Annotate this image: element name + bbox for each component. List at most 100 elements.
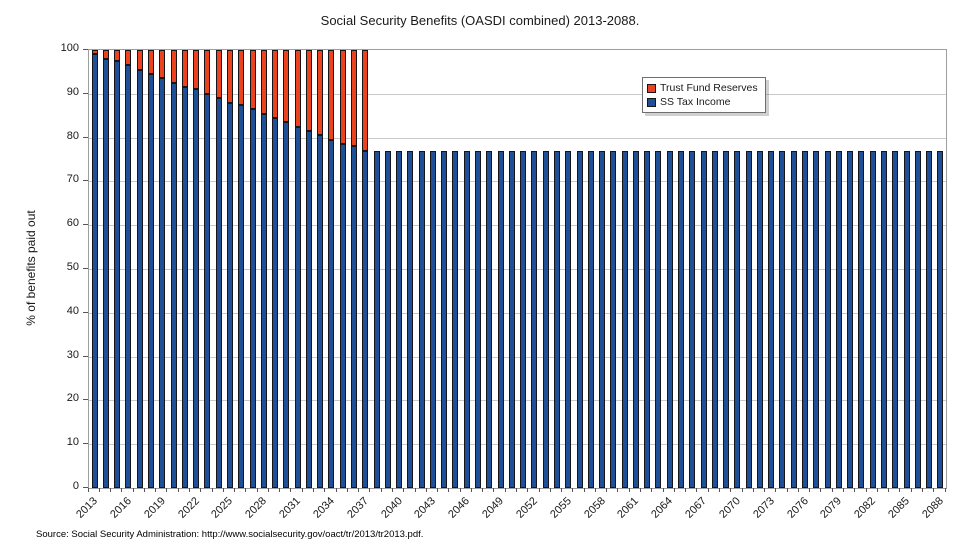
x-axis-tick — [369, 488, 371, 492]
bar-ss-tax-income — [655, 150, 662, 488]
bar-ss-tax-income — [283, 122, 290, 488]
bar-ss-tax-income — [869, 150, 876, 488]
x-axis-tick — [177, 488, 179, 492]
gridline — [89, 181, 946, 183]
y-axis-tick-label: 100 — [60, 42, 79, 54]
bar-ss-tax-income — [148, 74, 155, 488]
x-axis-tick-label: 2067 — [683, 495, 710, 521]
x-axis-tick — [324, 488, 326, 492]
x-axis-tick — [685, 488, 687, 492]
bar-ss-tax-income — [272, 117, 279, 488]
x-axis-tick — [267, 488, 269, 492]
x-axis-tick-label: 2085 — [886, 495, 913, 521]
x-axis-tick — [132, 488, 134, 492]
x-axis-tick — [222, 488, 224, 492]
bar-ss-tax-income — [497, 150, 504, 488]
x-axis-tick-label: 2055 — [547, 495, 574, 521]
bar-ss-tax-income — [305, 131, 312, 488]
bar-ss-tax-income — [102, 58, 109, 488]
bar-ss-tax-income — [441, 150, 448, 488]
x-axis-tick — [448, 488, 450, 492]
bar-ss-tax-income — [610, 150, 617, 488]
x-axis-tick — [764, 488, 766, 492]
x-axis-tick — [741, 488, 743, 492]
bar-ss-tax-income — [542, 150, 549, 488]
gridline — [89, 93, 946, 95]
y-axis-tick — [83, 49, 88, 50]
x-axis-tick — [628, 488, 630, 492]
bar-trust-fund-reserves — [260, 50, 267, 114]
gridline — [89, 312, 946, 314]
x-axis-tick — [606, 488, 608, 492]
bar-ss-tax-income — [294, 126, 301, 488]
bar-ss-tax-income — [711, 150, 718, 488]
bar-trust-fund-reserves — [272, 50, 279, 118]
x-axis-tick-label: 2019 — [141, 495, 168, 521]
bar-ss-tax-income — [159, 78, 166, 488]
y-axis-tick-label: 20 — [66, 392, 79, 405]
bar-ss-tax-income — [260, 113, 267, 488]
x-axis-tick-label: 2016 — [108, 495, 134, 521]
bar-ss-tax-income — [373, 150, 380, 488]
x-axis-tick-label: 2049 — [480, 495, 507, 521]
bar-trust-fund-reserves — [339, 50, 346, 145]
trust-fund-reserves-swatch-icon — [647, 83, 656, 93]
bar-ss-tax-income — [215, 98, 222, 488]
bar-trust-fund-reserves — [215, 50, 222, 99]
x-axis-tick — [470, 488, 472, 492]
x-axis-tick — [245, 488, 247, 492]
y-axis-tick — [83, 399, 88, 401]
bar-ss-tax-income — [926, 150, 933, 488]
bar-ss-tax-income — [407, 150, 414, 488]
y-axis-tick — [83, 180, 88, 182]
x-axis-tick — [256, 488, 258, 492]
bar-trust-fund-reserves — [305, 50, 312, 132]
x-axis-tick — [640, 488, 642, 492]
x-axis-tick-label: 2022 — [175, 495, 202, 521]
bar-ss-tax-income — [396, 150, 403, 488]
legend-item-ss-tax-income: SS Tax Income — [647, 95, 758, 109]
legend: Trust Fund Reserves SS Tax Income — [642, 77, 766, 113]
x-axis-tick — [752, 488, 754, 492]
x-axis-tick-label: 2076 — [784, 495, 811, 521]
x-axis-tick — [843, 488, 844, 492]
x-axis-tick — [211, 488, 213, 492]
y-axis-tick — [83, 92, 88, 94]
bar-trust-fund-reserves — [125, 50, 132, 66]
x-axis-tick — [707, 488, 709, 492]
x-axis-tick — [346, 488, 348, 492]
ss-tax-income-swatch-icon — [647, 97, 656, 107]
x-axis-tick — [730, 488, 732, 492]
x-axis-tick — [391, 488, 393, 492]
bar-ss-tax-income — [678, 150, 684, 488]
x-axis-tick-label: 2073 — [750, 495, 777, 521]
x-axis-tick — [459, 488, 461, 492]
x-axis-tick — [696, 488, 698, 492]
bar-ss-tax-income — [903, 150, 910, 488]
x-axis-tick-label: 2088 — [920, 495, 946, 521]
x-axis-tick — [921, 488, 923, 492]
x-axis-tick — [425, 488, 427, 492]
bar-trust-fund-reserves — [91, 50, 98, 55]
bar-trust-fund-reserves — [226, 50, 233, 103]
bar-ss-tax-income — [226, 102, 233, 488]
legend-label: SS Tax Income — [660, 96, 731, 108]
x-axis-tick — [527, 488, 529, 492]
x-axis-tick — [549, 488, 551, 492]
x-axis-tick — [572, 488, 574, 492]
bar-ss-tax-income — [429, 150, 436, 488]
y-axis-tick — [83, 355, 88, 357]
x-axis-tick — [617, 488, 619, 492]
bar-ss-tax-income — [835, 150, 842, 488]
bar-ss-tax-income — [486, 150, 493, 488]
bar-ss-tax-income — [734, 150, 741, 488]
x-axis-tick — [854, 488, 856, 492]
bar-ss-tax-income — [339, 144, 346, 488]
x-axis-tick-label: 2070 — [717, 495, 743, 521]
x-axis-tick — [888, 488, 890, 492]
gridline — [89, 137, 946, 139]
bar-ss-tax-income — [802, 150, 809, 488]
x-axis-tick — [301, 488, 303, 492]
y-axis-tick-label: 0 — [72, 480, 79, 492]
